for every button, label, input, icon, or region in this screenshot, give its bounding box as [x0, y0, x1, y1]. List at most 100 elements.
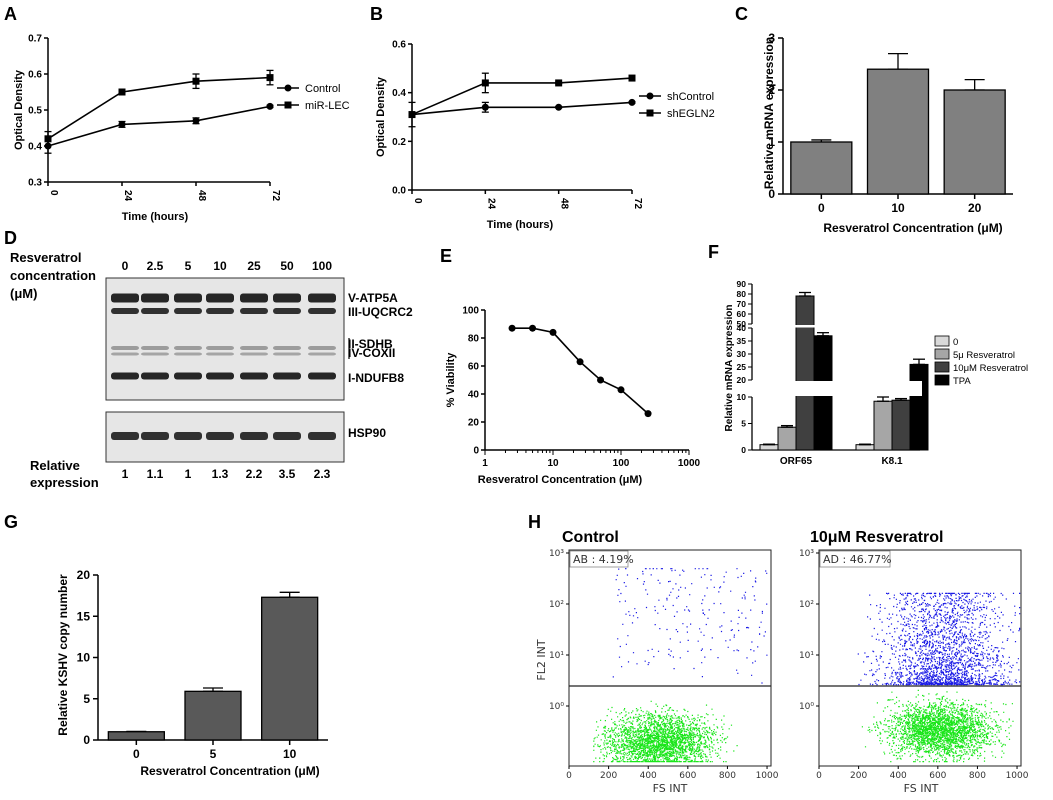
- panelB-xtick-label-1: 24: [485, 198, 496, 210]
- panel-f-ylabel: Relative mRNA expression: [724, 305, 735, 432]
- panelA-legend-marker-0: [284, 84, 292, 92]
- panelG-xtick-label-2: 10: [283, 747, 297, 761]
- panel-f-bar-1-0: [855, 444, 875, 451]
- panelA-xtick-label-1: 24: [122, 190, 133, 202]
- panelG-bar-0: [107, 731, 165, 741]
- panelG-bar-1: [184, 690, 242, 741]
- flow-plot-0-xtick-label-2: 400: [640, 771, 657, 781]
- blot-band-coxii-3: [206, 352, 234, 356]
- flow-plot-0-events-below-gate: [593, 700, 738, 763]
- flow-plot-0-ytick-label-3: 10³: [549, 549, 564, 559]
- panel-e-point-4: [597, 376, 605, 384]
- blot-band-hsp90-5: [273, 432, 301, 440]
- panelB-series-0-point-1: [481, 103, 489, 111]
- blot-concentration-5: 50: [280, 259, 294, 273]
- panelB-series-1-point-0: [408, 111, 416, 119]
- blot-band-sdhb-1: [141, 346, 169, 350]
- panelA-xtick-label-3: 72: [270, 190, 281, 202]
- panel-f-ytick-label-1-3: 35: [737, 336, 747, 346]
- blot-band-uqcrc2-4: [240, 308, 268, 314]
- blot-band-hsp90-6: [308, 432, 336, 440]
- panelA-series-1-point-3: [266, 74, 274, 82]
- panel-f-ytick-label-2-4: 90: [737, 279, 747, 289]
- panel-e-point-2: [549, 328, 557, 336]
- blot-band-coxii-0: [111, 352, 139, 356]
- blot-band-sdhb-6: [308, 346, 336, 350]
- panel-f-ytick-label-2-2: 70: [737, 299, 747, 309]
- panel-label-f: F: [708, 242, 719, 262]
- blot-band-label-3: IV-COXII: [348, 346, 395, 360]
- panel-f-legend-swatch-1: [934, 348, 950, 360]
- panel-b-ylabel: Optical Density: [375, 76, 387, 157]
- panel-e-viability-chart: % Viability Resveratrol Concentration (μ…: [445, 306, 701, 487]
- blot-concentration-3: 10: [213, 259, 227, 273]
- blot-band-label-0: V-ATP5A: [348, 291, 398, 305]
- panelG-ytick-label-2: 10: [77, 651, 91, 665]
- flow-plot-1-xtick-label-0: 0: [816, 771, 822, 781]
- blot-band-atp5a-1: [141, 293, 169, 303]
- panel-label-a: A: [4, 4, 17, 24]
- panel-f-ytick-label-2-0: 50: [737, 319, 747, 329]
- blot-band-atp5a-2: [174, 293, 202, 303]
- blot-band-hsp90-3: [206, 432, 234, 440]
- flow-plot-1-ytick-label-0: 10⁰: [799, 702, 814, 712]
- panel-e-xtick-label-1: 10: [547, 458, 559, 469]
- panel-f-axis-break-low: [750, 381, 922, 396]
- panel-f-legend-label-2: 10μM Resveratrol: [953, 363, 1028, 374]
- panelB-legend-marker-0: [646, 92, 654, 100]
- panel-a-xlabel: Time (hours): [122, 211, 189, 223]
- panelC-bar-2: [943, 89, 1006, 195]
- panelB-xtick-label-0: 0: [412, 198, 423, 204]
- blot-relative-value-0: 1: [122, 467, 129, 481]
- flow-plot-0-ytick-label-2: 10²: [549, 600, 564, 610]
- panel-e-ylabel: % Viability: [445, 352, 457, 408]
- flow-plot-1-xtick-label-4: 800: [969, 771, 986, 781]
- flow-plot-1-xtick-label-2: 400: [890, 771, 907, 781]
- panel-f-axis-break-high: [750, 325, 922, 328]
- panel-f-errorbar-0-1: [781, 424, 793, 428]
- panelG-xtick-label-0: 0: [133, 747, 140, 761]
- flow-plot-1-events-below-gate: [861, 689, 1014, 763]
- panelB-series-1-point-3: [628, 74, 636, 82]
- flow-plot-0-ytick-label-1: 10¹: [549, 651, 564, 661]
- panelA-series-0-point-2: [192, 117, 200, 125]
- panel-f-legend-swatch-0: [934, 335, 950, 347]
- panel-label-h: H: [528, 512, 541, 532]
- panelB-legend-label-1: shEGLN2: [667, 108, 715, 120]
- panel-e-xtick-label-2: 100: [613, 458, 630, 469]
- flow-plot-1-ytick-label-2: 10²: [799, 600, 814, 610]
- panelA-ytick-label-4: 0.7: [28, 34, 42, 45]
- blot-band-sdhb-5: [273, 346, 301, 350]
- panel-label-e: E: [440, 246, 452, 266]
- panelC-bar-0: [790, 141, 853, 195]
- blot-band-atp5a-3: [206, 293, 234, 303]
- panel-b-line-chart: Optical Density Time (hours) 0.0 0.2 0.4 0.…: [375, 40, 715, 232]
- panel-e-ytick-label-3: 60: [468, 362, 480, 373]
- blot-band-atp5a-5: [273, 293, 301, 303]
- panel-f-legend-swatch-3: [934, 374, 950, 386]
- panel-e-series-line: [512, 327, 649, 415]
- panel-label-g: G: [4, 512, 18, 532]
- flow-plot-0-xtick-label-5: 1000: [756, 771, 779, 781]
- panelB-series-0-point-3: [628, 98, 636, 106]
- panelG-ytick-label-0: 0: [83, 733, 90, 747]
- panelA-ytick-label-0: 0.3: [28, 178, 42, 189]
- panelA-series-1-point-1: [118, 88, 126, 96]
- blot-band-atp5a-0: [111, 293, 139, 303]
- blot-band-hsp90-0: [111, 432, 139, 440]
- panel-e-ytick-label-1: 20: [468, 418, 480, 429]
- panel-e-xlabel: Resveratrol Concentration (μM): [478, 474, 643, 486]
- blot-relative-value-5: 3.5: [279, 467, 296, 481]
- panelA-xtick-label-0: 0: [48, 190, 59, 196]
- panelA-series-line-1: [47, 76, 271, 140]
- panel-e-point-3: [576, 358, 584, 366]
- flow-plot-0-xtick-label-0: 0: [566, 771, 572, 781]
- blot-band-label-4: I-NDUFB8: [348, 371, 404, 385]
- panel-f-errorbar-1-3: [913, 358, 925, 366]
- panelB-ytick-label-1: 0.2: [392, 137, 406, 148]
- blot-relative-value-3: 1.3: [212, 467, 229, 481]
- flow-plot-1-title: Control: [562, 529, 619, 546]
- blot-band-ndufb8-5: [273, 372, 301, 380]
- blot-band-sdhb-0: [111, 346, 139, 350]
